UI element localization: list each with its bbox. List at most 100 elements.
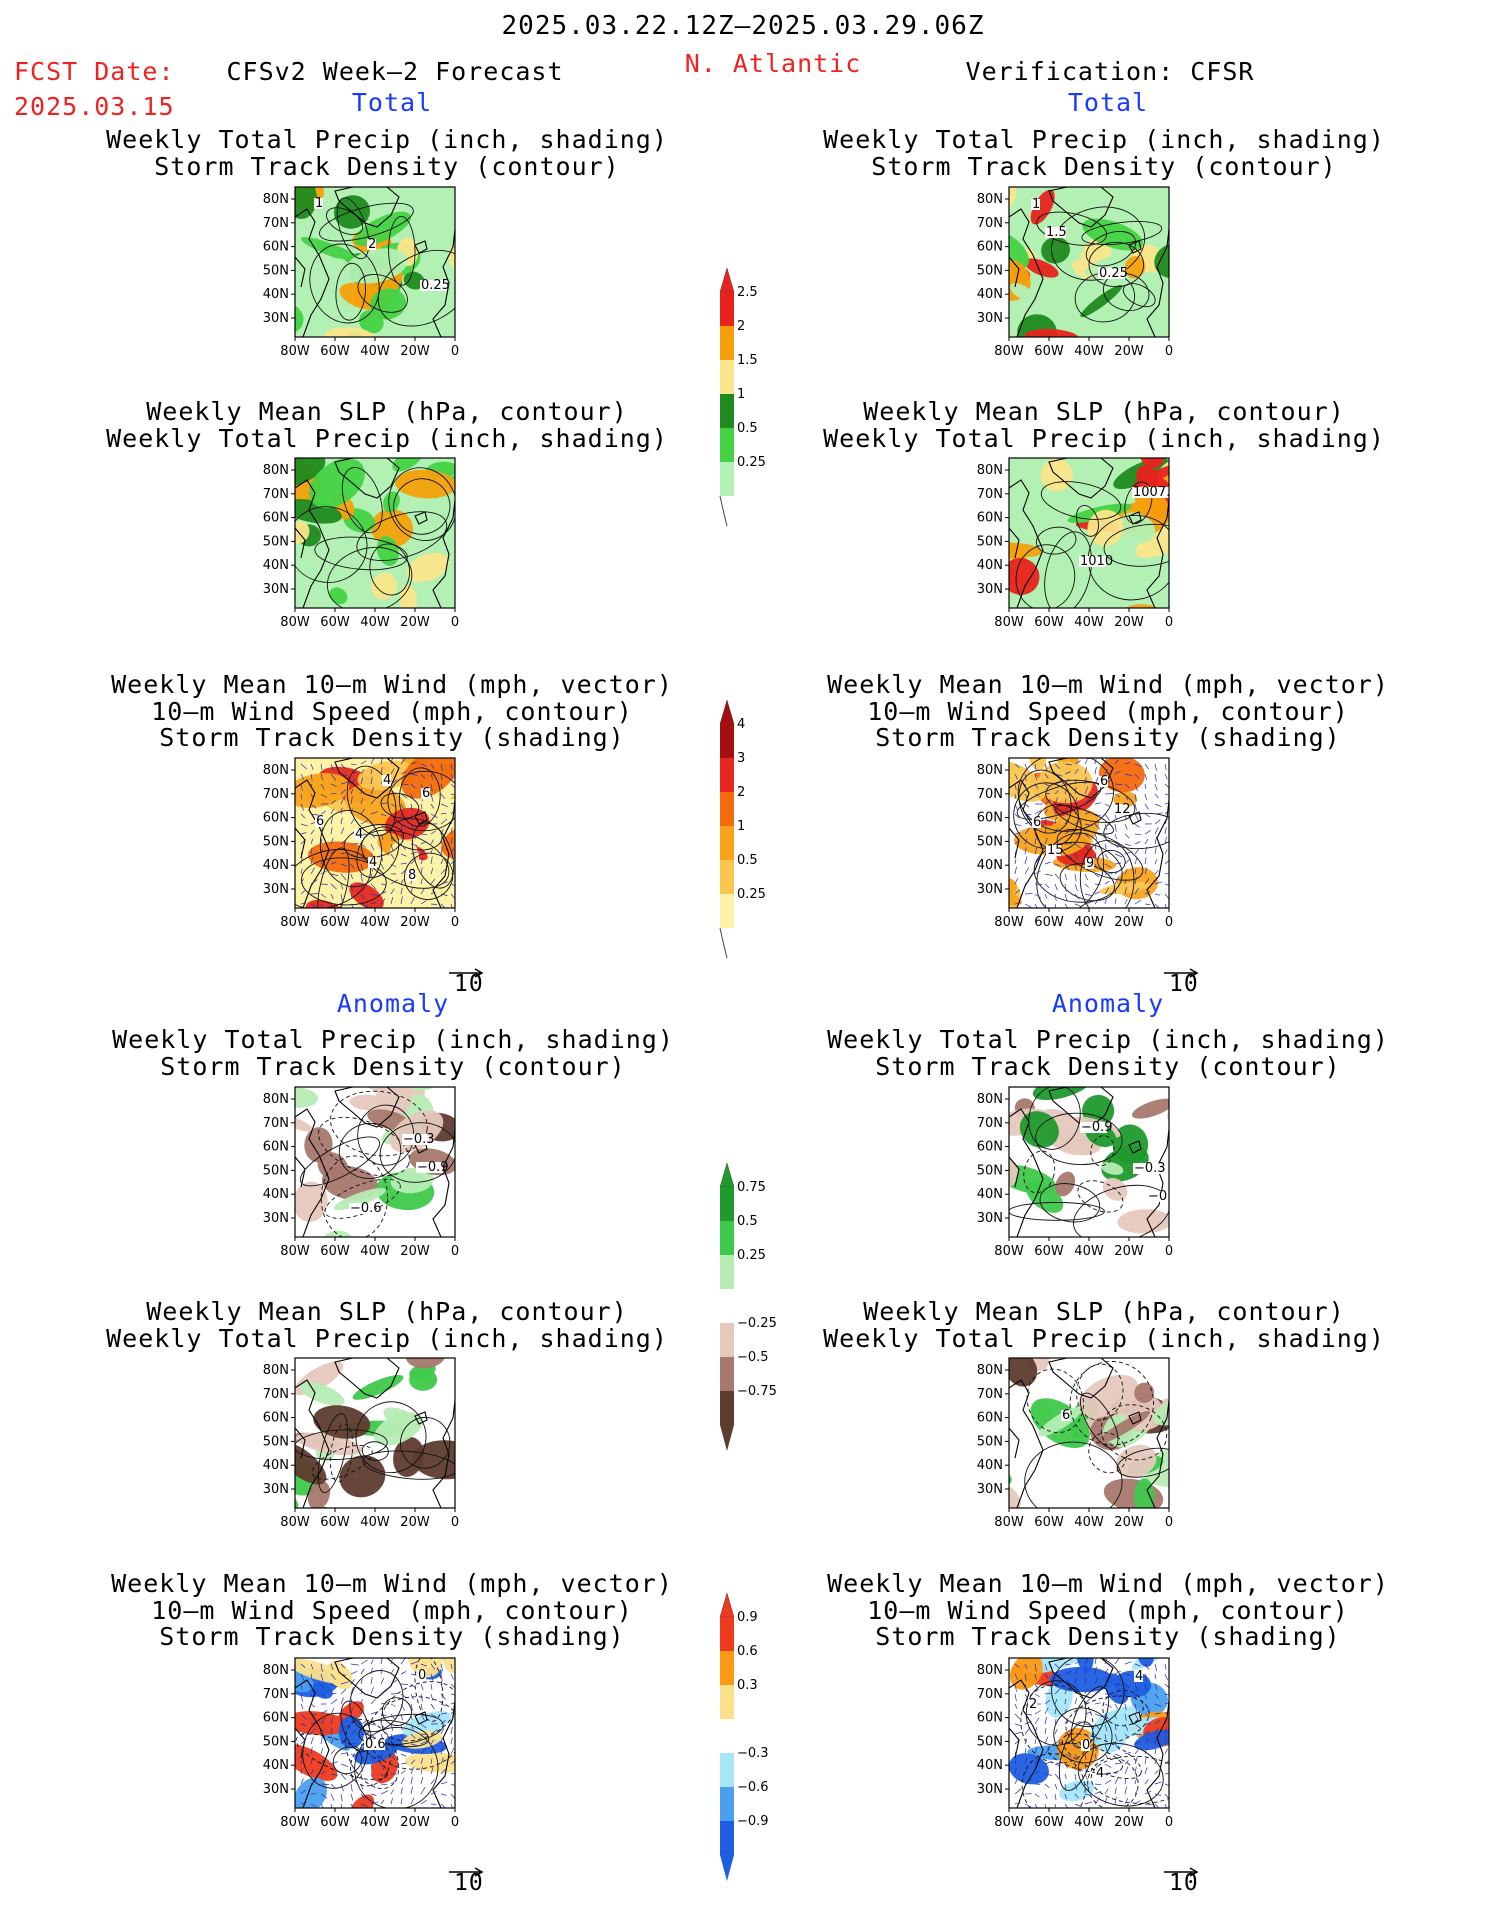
wind-vector [1074,903,1082,907]
wind-vector [1034,1738,1037,1745]
wind-vector [380,883,387,886]
wind-vector [1044,1736,1049,1745]
contour-line [317,847,350,908]
colorbar-arrow-bottom [719,495,728,527]
wind-vector [330,763,334,771]
wind-vector [1164,809,1169,815]
lat-tick-label: 40N [263,1458,289,1473]
wind-vector [1054,1752,1061,1755]
wind-vector [1154,1758,1158,1765]
wind-vector [410,793,415,801]
wind-vector [370,1801,379,1805]
wind-vector [1054,1729,1058,1735]
wind-vector [350,1773,354,1781]
wind-vector [310,803,317,809]
contour-label: 1 [1031,197,1040,212]
wind-vector [1094,1797,1101,1805]
contour-line [1017,758,1115,832]
wind-vector [1074,1677,1078,1685]
wind-vector [1104,1788,1109,1795]
plot-area: 1010 1007.5 [1009,458,1169,608]
wind-vector [1134,1703,1138,1712]
wind-vector [350,903,355,908]
contour-line [336,197,370,260]
wind-vector [1154,836,1157,845]
lat-tick-label: 70N [263,216,289,231]
wind-vector [430,878,436,885]
wind-vector [300,1789,307,1795]
lat-tick-label: 50N [263,834,289,849]
wind-vector [1074,883,1078,892]
wind-vector [1024,1663,1028,1670]
wind-vector [440,773,443,781]
shade-patch [1113,791,1138,808]
wind-vector [1154,1803,1160,1808]
wind-vector [1104,758,1107,765]
svg-text:4: 4 [355,827,363,842]
contour-label: −0.6 [1147,1189,1169,1204]
wind-vector [430,1803,437,1805]
wind-vector [1104,880,1110,885]
contour-line [302,1712,369,1789]
lat-tick-label: 30N [977,1482,1003,1497]
wind-vector [420,1693,423,1702]
wind-vector [1034,773,1037,781]
contour-line [1015,544,1076,608]
wind-vector [420,1740,429,1745]
wind-vector [410,896,415,905]
wind-vector [360,903,369,908]
wind-vector [1074,893,1080,900]
lon-tick-label: 20W [1114,1244,1144,1259]
lat-tick-label: 30N [263,582,289,597]
wind-vector [330,837,334,845]
wind-vector [1034,793,1040,797]
wind-vector [310,1713,317,1716]
wind-vector [340,1688,347,1695]
wind-vector [1084,767,1087,775]
lat-tick-label: 50N [977,534,1003,549]
svg-text:6: 6 [1062,1408,1070,1423]
wind-vector [1024,1738,1028,1745]
wind-vector [1084,1793,1092,1797]
wind-vector [1044,1699,1051,1705]
wind-vector [380,833,384,840]
contour-line [1081,221,1163,245]
shade-patch [322,1527,351,1554]
wind-vector [320,1709,328,1715]
wind-vector [420,867,423,875]
contour-line [358,1713,444,1746]
colorbar-arrow-top [719,1592,735,1618]
wind-vector [1044,861,1052,865]
contour-line [1116,1447,1169,1478]
wind-vector [1114,1723,1117,1731]
wind-vector [1024,1768,1029,1775]
wind-vector [430,803,435,809]
wind-vector [330,1673,336,1680]
wind-vector [390,1679,398,1685]
wind-vector [320,1728,323,1735]
wind-vector [350,796,353,805]
colorbar-segment [720,1719,734,1753]
wind-vector [1084,823,1093,826]
contour-label: −0.3 [1133,1161,1166,1176]
wind-vector [300,878,304,885]
contour-line [1020,1684,1094,1764]
wind-vector [1114,759,1119,765]
shade-patch [374,1412,423,1446]
contour-line [1100,1404,1168,1461]
svg-text:4: 4 [383,773,391,788]
svg-text:−0.3: −0.3 [1134,1161,1166,1176]
wind-vector [1124,1661,1132,1665]
wind-vector [370,1783,376,1789]
lon-tick-label: 60W [1034,615,1064,630]
lon-tick-label: 20W [1114,1815,1144,1830]
wind-vector [1044,1716,1047,1725]
wind-vector [1134,1788,1139,1795]
wind-vector [360,1753,365,1761]
shade-patch [1131,1098,1169,1119]
wind-vector [1124,1760,1129,1765]
wind-vector [350,853,358,858]
contour-label: 9 [1085,856,1094,871]
wind-vector [1034,1683,1039,1689]
